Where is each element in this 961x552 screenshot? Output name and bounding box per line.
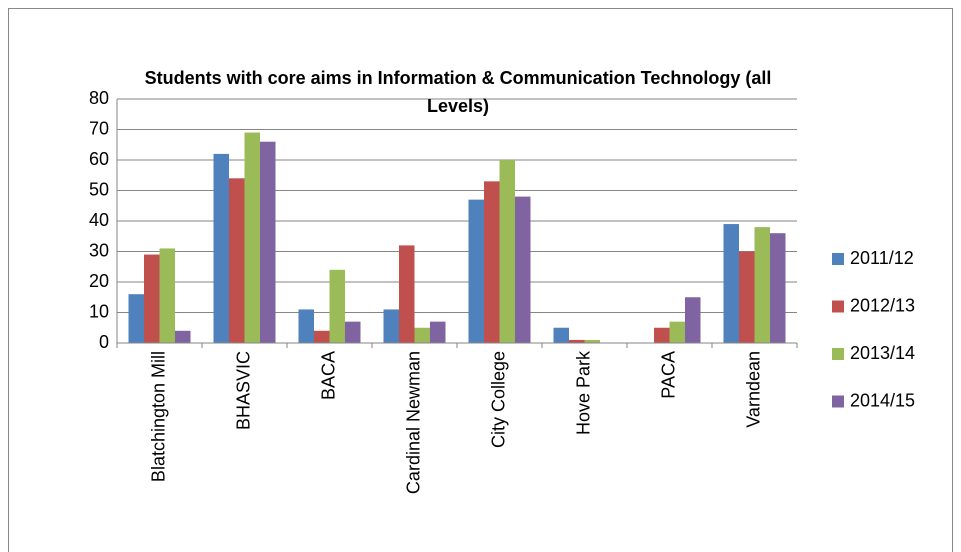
bar bbox=[260, 141, 276, 343]
x-tick-label: BACA bbox=[318, 351, 338, 400]
bar bbox=[329, 269, 345, 343]
y-tick-label: 40 bbox=[89, 210, 109, 230]
x-tick-label: Hove Park bbox=[573, 350, 593, 435]
chart-title: Students with core aims in Information &… bbox=[144, 68, 772, 116]
y-tick-label: 60 bbox=[89, 149, 109, 169]
x-tick-label: Blatchington Mill bbox=[148, 351, 168, 482]
legend-label: 2011/12 bbox=[850, 248, 914, 268]
bar bbox=[669, 321, 685, 343]
bar bbox=[569, 339, 585, 343]
bar bbox=[399, 245, 415, 343]
bar bbox=[654, 327, 670, 343]
bar bbox=[314, 330, 330, 343]
bar bbox=[229, 178, 245, 343]
bar bbox=[553, 327, 569, 343]
bar bbox=[298, 309, 314, 343]
bar bbox=[770, 233, 786, 343]
x-tick-label: City College bbox=[488, 351, 508, 448]
bar bbox=[723, 224, 739, 343]
y-tick-label: 80 bbox=[89, 88, 109, 108]
bar bbox=[754, 227, 770, 343]
bar bbox=[345, 321, 361, 343]
bar bbox=[128, 294, 144, 343]
legend-swatch bbox=[832, 253, 844, 265]
legend-label: 2014/15 bbox=[850, 390, 915, 410]
bar bbox=[383, 309, 399, 343]
y-tick-label: 50 bbox=[89, 179, 109, 199]
bar bbox=[430, 321, 446, 343]
bar bbox=[468, 199, 484, 343]
bar bbox=[159, 248, 175, 343]
y-tick-label: 70 bbox=[89, 118, 109, 138]
bar bbox=[515, 196, 531, 343]
y-tick-label: 20 bbox=[89, 271, 109, 291]
bar bbox=[584, 339, 600, 343]
bar bbox=[685, 297, 701, 343]
bar bbox=[175, 330, 191, 343]
legend-label: 2012/13 bbox=[850, 295, 915, 315]
bar bbox=[484, 181, 500, 343]
legend-swatch bbox=[832, 348, 844, 360]
bar bbox=[144, 254, 160, 343]
legend-swatch bbox=[832, 300, 844, 313]
legend-swatch bbox=[832, 395, 844, 408]
bar bbox=[213, 153, 229, 343]
bar bbox=[499, 160, 515, 343]
bar bbox=[739, 251, 755, 343]
x-tick-label: Varndean bbox=[743, 351, 763, 428]
x-tick-label: BHASVIC bbox=[233, 351, 253, 430]
x-tick-label: Cardinal Newman bbox=[403, 351, 423, 494]
y-tick-label: 0 bbox=[99, 332, 109, 352]
y-tick-label: 30 bbox=[89, 240, 109, 260]
bar bbox=[244, 132, 260, 343]
x-tick-label: PACA bbox=[658, 351, 678, 399]
legend-label: 2013/14 bbox=[850, 343, 915, 363]
y-tick-label: 10 bbox=[89, 301, 109, 321]
bar bbox=[414, 327, 430, 343]
